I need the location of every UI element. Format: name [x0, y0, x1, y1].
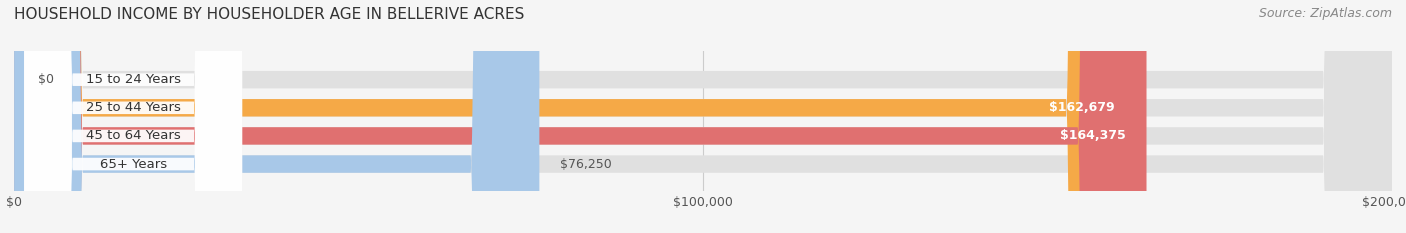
Text: 15 to 24 Years: 15 to 24 Years	[86, 73, 181, 86]
FancyBboxPatch shape	[24, 0, 242, 233]
FancyBboxPatch shape	[14, 0, 1146, 233]
FancyBboxPatch shape	[14, 0, 540, 233]
Text: HOUSEHOLD INCOME BY HOUSEHOLDER AGE IN BELLERIVE ACRES: HOUSEHOLD INCOME BY HOUSEHOLDER AGE IN B…	[14, 7, 524, 22]
Text: 65+ Years: 65+ Years	[100, 158, 167, 171]
Text: $0: $0	[38, 73, 55, 86]
FancyBboxPatch shape	[14, 0, 1135, 233]
Text: 45 to 64 Years: 45 to 64 Years	[86, 129, 180, 142]
FancyBboxPatch shape	[24, 0, 242, 233]
Text: $164,375: $164,375	[1060, 129, 1126, 142]
Text: 25 to 44 Years: 25 to 44 Years	[86, 101, 181, 114]
FancyBboxPatch shape	[14, 0, 1392, 233]
FancyBboxPatch shape	[24, 0, 242, 233]
FancyBboxPatch shape	[14, 0, 1392, 233]
FancyBboxPatch shape	[14, 0, 1392, 233]
Text: Source: ZipAtlas.com: Source: ZipAtlas.com	[1258, 7, 1392, 20]
FancyBboxPatch shape	[14, 0, 1392, 233]
Text: $76,250: $76,250	[560, 158, 612, 171]
FancyBboxPatch shape	[24, 0, 242, 233]
Text: $162,679: $162,679	[1049, 101, 1114, 114]
